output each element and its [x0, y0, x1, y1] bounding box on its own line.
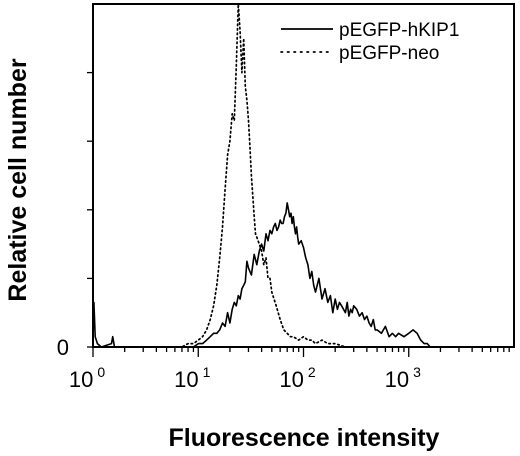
- y-axis-title: Relative cell number: [4, 58, 32, 301]
- legend-label: pEGFP-hKIP1: [339, 20, 459, 41]
- plot-frame: [92, 3, 515, 348]
- y-tick-label: 0: [57, 335, 69, 360]
- series-line-pegfp-hkip1: [92, 202, 431, 348]
- series-layer: [92, 3, 431, 348]
- legend-label: pEGFP-neo: [339, 43, 439, 64]
- axes-layer: 010 0 10 1 10 2 10 3: [57, 3, 515, 392]
- x-tick-label: 10 3: [385, 364, 421, 392]
- series-line-pegfp-neo: [92, 3, 347, 348]
- x-axis-title: Fluorescence intensity: [169, 424, 440, 452]
- x-tick-label: 10 1: [174, 364, 210, 392]
- labels-layer: Fluorescence intensity Relative cell num…: [4, 58, 440, 452]
- x-tick-label: 10 0: [69, 364, 105, 392]
- x-tick-label: 10 2: [279, 364, 315, 392]
